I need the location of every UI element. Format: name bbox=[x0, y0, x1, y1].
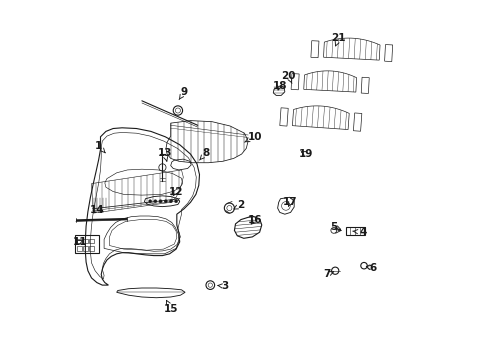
Text: 17: 17 bbox=[283, 197, 297, 207]
Text: 10: 10 bbox=[244, 132, 261, 142]
Bar bbox=[346, 227, 364, 235]
Text: 21: 21 bbox=[331, 33, 346, 46]
Bar bbox=[77, 239, 82, 243]
Text: 16: 16 bbox=[247, 215, 262, 225]
Bar bbox=[75, 235, 99, 253]
Text: 4: 4 bbox=[352, 227, 366, 237]
Text: 6: 6 bbox=[366, 263, 376, 273]
Text: 5: 5 bbox=[329, 222, 340, 232]
Text: 13: 13 bbox=[157, 148, 171, 161]
Text: 2: 2 bbox=[233, 200, 244, 210]
Text: 11: 11 bbox=[72, 237, 87, 247]
Bar bbox=[82, 246, 88, 251]
Text: 20: 20 bbox=[281, 71, 295, 84]
Text: 8: 8 bbox=[199, 148, 209, 160]
Bar bbox=[88, 239, 94, 243]
Circle shape bbox=[169, 199, 172, 203]
Circle shape bbox=[153, 199, 157, 203]
Text: 18: 18 bbox=[272, 81, 286, 91]
Text: 19: 19 bbox=[299, 149, 313, 159]
Bar bbox=[82, 239, 88, 243]
Circle shape bbox=[159, 199, 162, 203]
Text: 7: 7 bbox=[323, 269, 333, 279]
Text: 14: 14 bbox=[90, 204, 105, 215]
Circle shape bbox=[174, 199, 177, 203]
Text: 1: 1 bbox=[95, 141, 105, 153]
Bar bbox=[77, 246, 82, 251]
Text: 12: 12 bbox=[168, 186, 183, 197]
Circle shape bbox=[164, 199, 167, 203]
Text: 15: 15 bbox=[163, 300, 178, 314]
Text: 3: 3 bbox=[218, 281, 228, 291]
Text: 9: 9 bbox=[179, 87, 187, 100]
Bar bbox=[88, 246, 94, 251]
Circle shape bbox=[148, 199, 151, 203]
